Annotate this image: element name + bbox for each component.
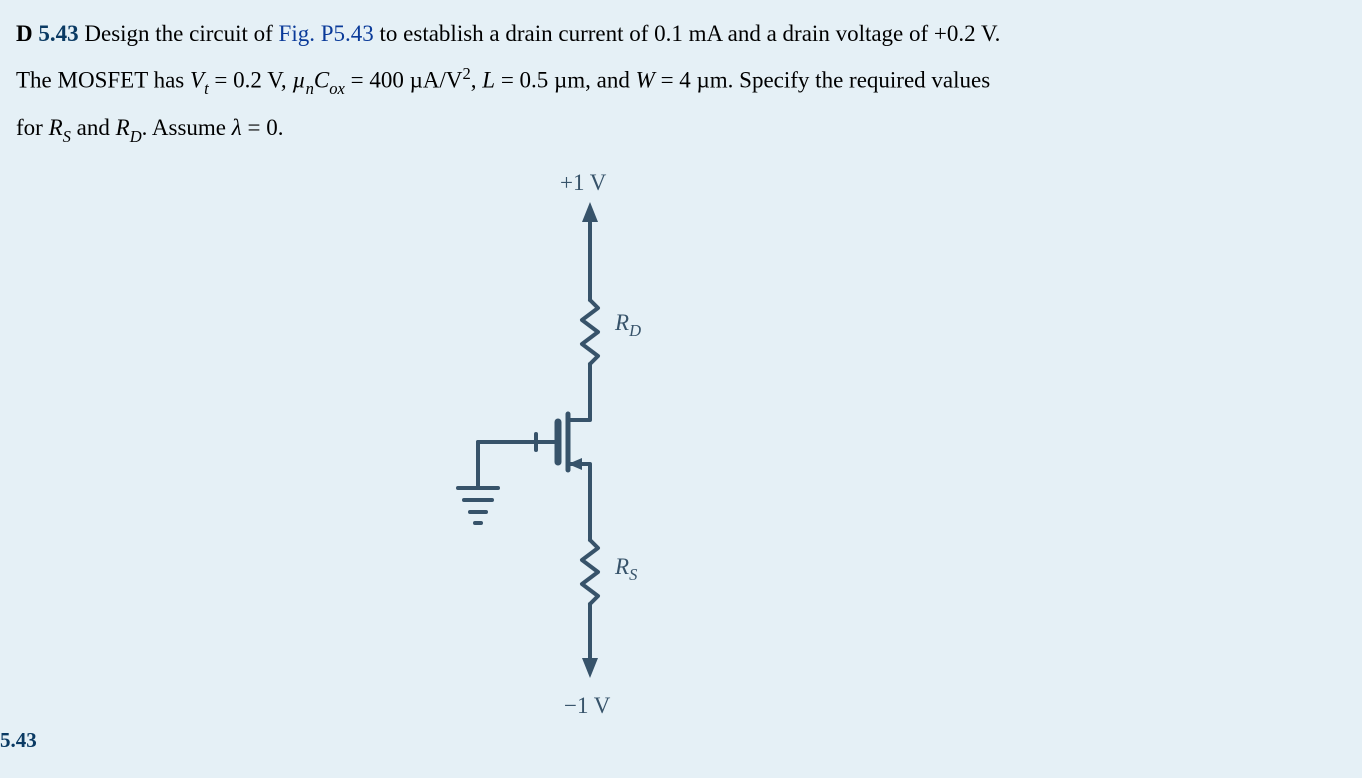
vt-sub: t	[204, 79, 209, 98]
top-supply-label: +1 V	[560, 170, 606, 196]
problem-statement: D 5.43 Design the circuit of Fig. P5.43 …	[16, 14, 1146, 156]
rs-sym: R	[49, 115, 63, 140]
cox-sym: C	[314, 68, 329, 93]
rs-sub-fig: S	[629, 565, 637, 584]
mu-sub: n	[306, 79, 314, 98]
rs-label: RS	[615, 554, 637, 585]
L-sym: L	[482, 68, 495, 93]
rs-sub: S	[63, 127, 71, 146]
vt-val: = 0.2 V,	[209, 68, 293, 93]
l3b: . Assume	[142, 115, 232, 140]
rd-R: R	[615, 310, 629, 335]
circuit-figure: +1 V −1 V RD RS	[440, 170, 700, 740]
figure-caption: 5.43	[0, 728, 37, 753]
rd-sub-fig: D	[629, 321, 641, 340]
L-val: = 0.5 µm, and	[495, 68, 636, 93]
mucox-val: = 400 µA/V	[345, 68, 463, 93]
line-2: The MOSFET has Vt = 0.2 V, µnCox = 400 µ…	[16, 54, 1146, 108]
line-1: D 5.43 Design the circuit of Fig. P5.43 …	[16, 14, 1146, 54]
line-3: for RS and RD. Assume λ = 0.	[16, 108, 1146, 156]
vt-sym: V	[190, 68, 204, 93]
W-val: = 4 µm. Specify the required values	[655, 68, 990, 93]
page: D 5.43 Design the circuit of Fig. P5.43 …	[0, 0, 1362, 778]
problem-id: D 5.43	[16, 21, 79, 46]
l3a: for	[16, 115, 49, 140]
mu-sym: µ	[292, 68, 305, 93]
and: and	[71, 115, 116, 140]
W-sym: W	[636, 68, 655, 93]
circuit-svg	[440, 170, 700, 730]
lambda: λ	[232, 115, 242, 140]
sq: 2	[462, 64, 470, 83]
l2a: The MOSFET has	[16, 68, 190, 93]
id-prefix: D	[16, 21, 38, 46]
l1b: to establish a drain current of 0.1 mA a…	[374, 21, 1001, 46]
fig-ref: Fig. P5.43	[279, 21, 374, 46]
cox-sub: ox	[329, 79, 345, 98]
after-sq: ,	[471, 68, 483, 93]
l3c: = 0.	[242, 115, 284, 140]
rd-sub: D	[130, 127, 142, 146]
bottom-supply-label: −1 V	[564, 693, 610, 719]
rd-sym: R	[116, 115, 130, 140]
rd-label: RD	[615, 310, 641, 341]
id-number: 5.43	[38, 21, 78, 46]
rs-R: R	[615, 554, 629, 579]
l1a: Design the circuit of	[79, 21, 279, 46]
